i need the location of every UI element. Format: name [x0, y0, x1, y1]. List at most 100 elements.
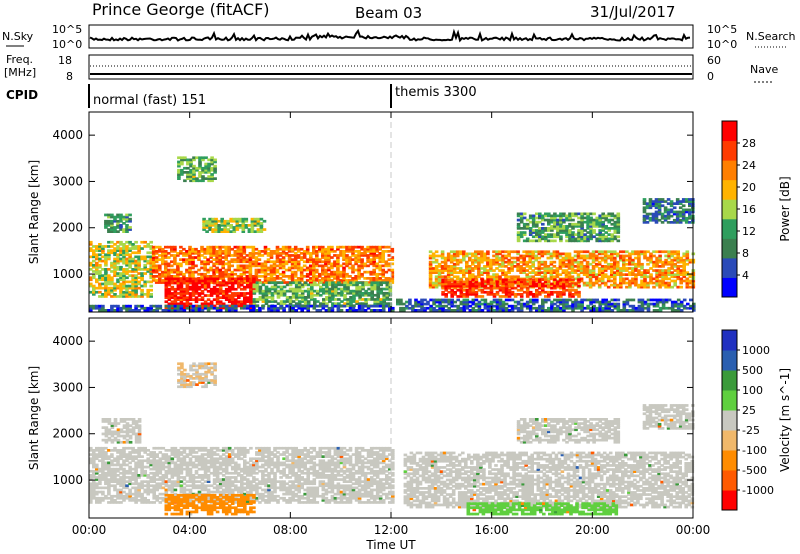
power-cell	[164, 256, 168, 259]
power-cell	[215, 309, 220, 312]
power-cell	[210, 177, 214, 180]
power-cell	[209, 304, 214, 308]
power-cell	[263, 268, 268, 272]
power-cell	[375, 247, 379, 251]
power-cell	[254, 268, 259, 272]
power-cell	[182, 275, 186, 278]
power-cell	[385, 293, 390, 297]
power-region-4	[177, 156, 217, 183]
power-cell	[200, 279, 205, 283]
power-cell	[200, 290, 205, 293]
power-cell	[125, 304, 129, 308]
power-cell	[215, 254, 219, 257]
power-cell	[270, 296, 275, 299]
power-cell	[598, 302, 602, 306]
power-cell	[182, 296, 187, 299]
power-cell	[354, 268, 358, 272]
power-cell	[170, 281, 175, 285]
power-cell	[562, 300, 566, 304]
power-cell	[242, 268, 247, 272]
power-cell	[240, 283, 244, 287]
power-cell	[352, 300, 356, 303]
nave-tick-bottom: 0	[707, 70, 714, 83]
power-cell	[185, 268, 189, 272]
power-cell	[388, 291, 393, 295]
power-cell	[370, 281, 374, 285]
power-cell	[360, 264, 364, 268]
power-cell	[552, 260, 557, 264]
power-cell	[248, 245, 253, 249]
power-cell	[531, 298, 536, 302]
power-cell	[200, 277, 204, 280]
power-cell	[355, 293, 359, 297]
power-cell	[300, 296, 305, 299]
power-cell	[110, 263, 114, 267]
power-cell	[107, 253, 111, 257]
power-cell	[128, 284, 132, 288]
power-cell	[661, 300, 666, 304]
power-cell	[287, 275, 292, 278]
power-cell	[212, 281, 217, 285]
power-cell	[431, 269, 436, 272]
power-cell	[177, 171, 181, 174]
power-cell	[152, 304, 156, 308]
power-cell	[186, 158, 190, 162]
power-cell	[378, 247, 382, 251]
power-cell	[285, 296, 290, 299]
power-cell	[161, 272, 165, 276]
power-cell	[151, 252, 156, 255]
power-cell	[189, 175, 193, 178]
power-cell	[209, 279, 214, 283]
power-cell	[441, 290, 445, 294]
power-cell	[327, 309, 332, 312]
power-cell	[337, 302, 341, 305]
power-cell	[637, 304, 642, 308]
power-cell	[183, 166, 187, 170]
power-cell	[134, 255, 138, 259]
power-cell	[516, 302, 521, 306]
power-cell	[264, 300, 269, 303]
power-cell	[227, 281, 232, 285]
power-cell	[215, 245, 219, 249]
power-cell	[321, 270, 325, 274]
power-cell	[477, 306, 482, 310]
power-cell	[186, 177, 190, 180]
power-cell	[571, 300, 575, 304]
power-cell	[434, 260, 439, 264]
power-cell	[177, 160, 181, 164]
power-cell	[366, 304, 371, 308]
power-cell	[95, 265, 99, 269]
power-cell	[607, 212, 611, 216]
power-cell	[149, 293, 153, 296]
power-cell	[522, 212, 527, 216]
power-cell	[104, 284, 108, 288]
power-cell	[173, 256, 177, 259]
power-cell	[531, 239, 536, 243]
power-cell	[203, 250, 207, 253]
power-cell	[113, 272, 117, 275]
power-cell	[325, 281, 329, 285]
power-cell	[149, 268, 153, 271]
power-cell	[245, 245, 250, 249]
power-cell	[414, 302, 418, 306]
power-cell	[183, 179, 187, 183]
power-cell	[417, 304, 421, 308]
power-cell	[290, 260, 295, 264]
power-cell	[134, 304, 138, 308]
power-cell	[327, 266, 331, 270]
power-cell	[348, 258, 352, 261]
power-cell	[234, 287, 238, 291]
power-cell	[300, 283, 305, 287]
power-cell	[125, 293, 129, 296]
power-cell	[293, 275, 298, 278]
power-cell	[360, 262, 364, 266]
power-cell	[507, 309, 512, 312]
power-cell	[185, 252, 189, 255]
power-cell	[89, 309, 93, 312]
power-cell	[297, 306, 301, 310]
power-cell	[372, 268, 376, 272]
power-cell	[110, 280, 114, 284]
power-cell	[248, 268, 253, 272]
power-cell	[373, 293, 377, 297]
power-cell	[263, 245, 268, 249]
